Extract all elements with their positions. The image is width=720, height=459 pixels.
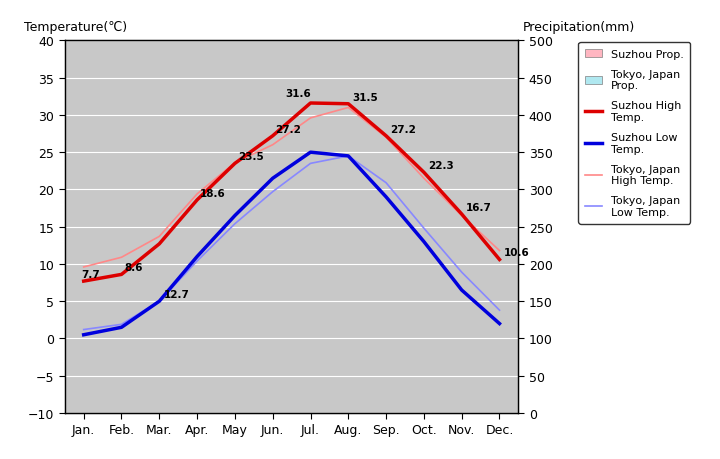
Bar bbox=[69, 377, 84, 413]
Text: 18.6: 18.6 bbox=[200, 188, 225, 198]
Bar bbox=[447, 375, 462, 413]
Bar bbox=[348, 288, 363, 413]
Legend: Suzhou Prop., Tokyo, Japan
Prop., Suzhou High
Temp., Suzhou Low
Temp., Tokyo, Ja: Suzhou Prop., Tokyo, Japan Prop., Suzhou… bbox=[578, 43, 690, 224]
Text: 10.6: 10.6 bbox=[504, 248, 529, 258]
Bar bbox=[296, 324, 310, 413]
Bar bbox=[183, 343, 197, 413]
Text: Precipitation(mm): Precipitation(mm) bbox=[523, 21, 635, 34]
Text: 31.5: 31.5 bbox=[353, 92, 378, 102]
Text: 31.6: 31.6 bbox=[286, 89, 311, 99]
Text: 7.7: 7.7 bbox=[81, 269, 99, 280]
Bar bbox=[258, 298, 273, 413]
Text: 16.7: 16.7 bbox=[466, 202, 492, 213]
Bar bbox=[197, 321, 212, 413]
Bar bbox=[310, 299, 325, 413]
Bar bbox=[386, 257, 400, 413]
Bar bbox=[220, 343, 235, 413]
Text: 27.2: 27.2 bbox=[390, 124, 416, 134]
Bar bbox=[485, 386, 500, 413]
Bar bbox=[235, 311, 249, 413]
Bar bbox=[334, 316, 348, 413]
Bar bbox=[84, 375, 98, 413]
Text: 22.3: 22.3 bbox=[428, 161, 454, 171]
Text: 12.7: 12.7 bbox=[163, 290, 189, 299]
Bar bbox=[159, 326, 174, 413]
Bar bbox=[462, 345, 476, 413]
Text: Temperature(℃): Temperature(℃) bbox=[24, 21, 127, 34]
Bar bbox=[107, 370, 122, 413]
Bar bbox=[273, 291, 287, 413]
Bar bbox=[122, 371, 136, 413]
Bar bbox=[424, 267, 438, 413]
Text: 8.6: 8.6 bbox=[125, 263, 143, 273]
Bar bbox=[500, 375, 514, 413]
Bar bbox=[410, 363, 424, 413]
Bar bbox=[145, 351, 159, 413]
Text: 27.2: 27.2 bbox=[276, 124, 302, 134]
Text: 23.5: 23.5 bbox=[238, 152, 264, 162]
Bar bbox=[372, 316, 386, 413]
